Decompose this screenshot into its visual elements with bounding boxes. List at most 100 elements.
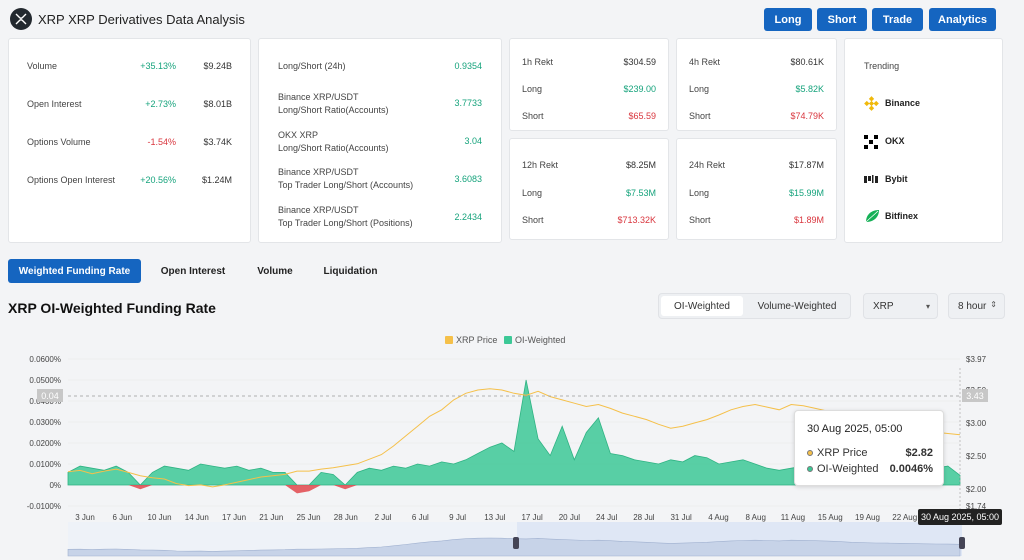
rekt-12h-total: $8.25M bbox=[625, 160, 656, 170]
legend-swatch-oi bbox=[504, 336, 512, 344]
x-tick-label: 9 Jul bbox=[449, 513, 466, 522]
ls-okx-label: OKX XRP bbox=[278, 130, 319, 140]
x-tick-label: 19 Aug bbox=[855, 513, 880, 522]
tab-volume[interactable]: Volume bbox=[257, 265, 293, 277]
rekt-4h-total: $80.61K bbox=[790, 57, 824, 67]
symbol-select[interactable]: XRP ▾ bbox=[863, 293, 938, 319]
x-tick-label: 4 Aug bbox=[708, 513, 728, 522]
x-tick-label: 11 Aug bbox=[781, 513, 805, 522]
open-interest-value: $8.01B bbox=[203, 99, 232, 109]
options-volume-value: $3.74K bbox=[203, 137, 232, 147]
y-right-tick-label: $2.50 bbox=[966, 452, 987, 461]
trending-item-bitfinex[interactable]: Bitfinex bbox=[864, 208, 994, 226]
rekt-1h-label: 1h Rekt bbox=[522, 57, 554, 67]
short-button[interactable]: Short bbox=[817, 8, 867, 31]
oi-dot-icon bbox=[807, 466, 813, 473]
rekt-4h-long: $5.82K bbox=[795, 84, 824, 94]
symbol-select-value: XRP bbox=[873, 300, 894, 312]
oi-weighted-option[interactable]: OI-Weighted bbox=[661, 296, 743, 316]
trending-card: Trending Binance OKX Bybit Bitfinex bbox=[844, 38, 1003, 243]
trending-title: Trending bbox=[864, 61, 900, 71]
ls-okx-sublabel: Long/Short Ratio(Accounts) bbox=[278, 143, 389, 153]
rekt-4h-card: 4h Rekt $80.61K Long $5.82K Short $74.79… bbox=[676, 38, 837, 131]
trending-name: Bitfinex bbox=[885, 211, 919, 221]
legend-swatch-price bbox=[445, 336, 453, 344]
x-tick-label: 17 Jun bbox=[222, 513, 246, 522]
x-tick-label: 15 Aug bbox=[818, 513, 843, 522]
rekt-1h-short: $65.59 bbox=[628, 111, 656, 121]
rekt-12h-card: 12h Rekt $8.25M Long $7.53M Short $713.3… bbox=[509, 138, 669, 240]
rekt-1h-long: $239.00 bbox=[623, 84, 656, 94]
x-tick-label: 22 Aug bbox=[892, 513, 917, 522]
x-tick-label: 6 Jun bbox=[112, 513, 132, 522]
x-tick-label: 6 Jul bbox=[412, 513, 429, 522]
rekt-24h-long: $15.99M bbox=[788, 188, 824, 198]
options-oi-change: +20.56% bbox=[140, 175, 176, 185]
x-tick-label: 14 Jun bbox=[185, 513, 209, 522]
rekt-24h-card: 24h Rekt $17.87M Long $15.99M Short $1.8… bbox=[676, 138, 837, 240]
trending-item-okx[interactable]: OKX bbox=[864, 133, 994, 151]
chevron-updown-icon: ⇕ bbox=[990, 300, 997, 309]
ls-binance-accounts-label: Binance XRP/USDT bbox=[278, 92, 359, 102]
tab-open-interest[interactable]: Open Interest bbox=[160, 265, 226, 277]
ls-24h-value: 0.9354 bbox=[454, 61, 482, 71]
y-left-tick-label: 0.0600% bbox=[29, 355, 61, 364]
ls-binance-accounts-sublabel: Long/Short Ratio(Accounts) bbox=[278, 105, 389, 115]
range-slider-handle-right[interactable] bbox=[959, 537, 965, 549]
trending-name: Bybit bbox=[885, 174, 908, 184]
y-right-tick-label: $1.74 bbox=[966, 502, 987, 511]
tab-liquidation[interactable]: Liquidation bbox=[323, 265, 378, 277]
rekt-24h-long-label: Long bbox=[689, 188, 710, 198]
trade-button[interactable]: Trade bbox=[872, 8, 923, 31]
ls-binance-accounts-value: 3.7733 bbox=[454, 98, 482, 108]
crosshair-right-label-bg bbox=[962, 389, 988, 402]
crosshair-left-label: 0.04 bbox=[41, 391, 59, 401]
x-tick-label: 21 Jun bbox=[259, 513, 283, 522]
rekt-4h-short-label: Short bbox=[689, 111, 711, 121]
tooltip-oi-row: OI-Weighted 0.0046% bbox=[807, 463, 933, 475]
trending-name: OKX bbox=[885, 136, 905, 146]
bitfinex-icon bbox=[865, 210, 879, 223]
x-tick-label: 28 Jun bbox=[334, 513, 358, 522]
tooltip-price-value: $2.82 bbox=[905, 447, 933, 459]
x-tick-label: 20 Jul bbox=[559, 513, 581, 522]
trending-name: Binance bbox=[885, 98, 921, 108]
volume-label: Volume bbox=[27, 61, 58, 71]
range-slider-handle-left[interactable] bbox=[513, 537, 519, 549]
y-left-tick-label: 0% bbox=[49, 481, 61, 490]
legend-price: XRP Price bbox=[456, 335, 497, 345]
volume-value: $9.24B bbox=[203, 61, 232, 71]
tab-weighted-funding-rate[interactable]: Weighted Funding Rate bbox=[8, 259, 141, 283]
rekt-12h-long: $7.53M bbox=[625, 188, 656, 198]
trending-item-bybit[interactable]: Bybit bbox=[864, 171, 994, 189]
y-left-tick-label: 0.0300% bbox=[29, 418, 61, 427]
interval-select[interactable]: 8 hour ⇕ bbox=[948, 293, 1005, 319]
y-left-tick-label: 0.0100% bbox=[29, 460, 61, 469]
chevron-down-icon: ▾ bbox=[925, 302, 930, 311]
x-tick-label: 31 Jul bbox=[670, 513, 692, 522]
x-tick-label: 28 Jul bbox=[633, 513, 655, 522]
volume-weighted-option[interactable]: Volume-Weighted bbox=[757, 300, 837, 312]
x-tick-label: 17 Jul bbox=[521, 513, 543, 522]
funding-rate-chart: XRP Price OI-Weighted 0.0600% 0.0500% 0.04… bbox=[27, 335, 988, 557]
tooltip-price-row: XRP Price $2.82 bbox=[807, 447, 933, 459]
analytics-button[interactable]: Analytics bbox=[929, 8, 996, 31]
y-left-tick-label: 0.0500% bbox=[29, 376, 61, 385]
chart-title: XRP OI-Weighted Funding Rate bbox=[8, 300, 216, 316]
okx-icon bbox=[864, 135, 878, 149]
rekt-12h-short-label: Short bbox=[522, 215, 544, 225]
weighting-toggle: OI-Weighted Volume-Weighted bbox=[658, 293, 851, 319]
crosshair-time-label: 30 Aug 2025, 05:00 bbox=[918, 509, 1002, 525]
crosshair-right-label: 3.43 bbox=[966, 391, 984, 401]
options-oi-label: Options Open Interest bbox=[27, 175, 116, 185]
trending-item-binance[interactable]: Binance bbox=[864, 95, 994, 113]
rekt-24h-total: $17.87M bbox=[788, 160, 824, 170]
rekt-4h-long-label: Long bbox=[689, 84, 710, 94]
open-interest-change: +2.73% bbox=[145, 99, 176, 109]
rekt-24h-label: 24h Rekt bbox=[689, 160, 726, 170]
rekt-12h-label: 12h Rekt bbox=[522, 160, 559, 170]
ls-top-positions-label: Binance XRP/USDT bbox=[278, 205, 359, 215]
x-tick-label: 13 Jul bbox=[484, 513, 506, 522]
ls-top-accounts-value: 3.6083 bbox=[454, 174, 482, 184]
long-button[interactable]: Long bbox=[764, 8, 812, 31]
